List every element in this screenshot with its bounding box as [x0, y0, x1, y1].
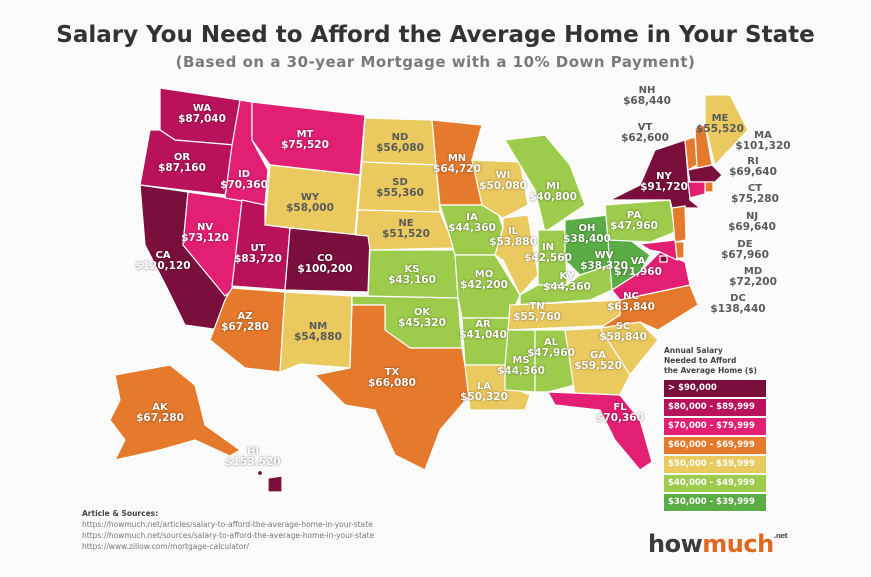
label-ut: UT $83,720 [234, 243, 282, 265]
state-ak [109, 364, 242, 461]
label-mt: MT $75,520 [281, 129, 329, 151]
label-md: MD $72,200 [729, 266, 777, 288]
state-ms [504, 329, 536, 393]
state-ma [687, 164, 723, 183]
label-nd: ND $56,080 [376, 132, 424, 154]
label-ia: IA $44,360 [448, 212, 496, 234]
state-mi [504, 134, 586, 233]
label-ri: RI $69,640 [729, 156, 777, 178]
label-in: IN $42,560 [524, 242, 572, 264]
source-link[interactable]: https://www.zillow.com/mortgage-calculat… [82, 542, 249, 551]
state-ga [564, 327, 631, 396]
label-nc: NC $63,840 [607, 291, 655, 313]
legend-title: Annual Salary Needed to Afford the Avera… [664, 346, 757, 375]
state-al [534, 329, 576, 393]
label-va: VA $71,960 [614, 256, 662, 278]
label-or: OR $87,160 [158, 152, 206, 174]
state-md [638, 239, 678, 261]
label-hi: HI $153,520 [225, 446, 281, 468]
label-nh: NH $68,440 [623, 85, 671, 107]
state-ct [687, 181, 706, 199]
label-az: AZ $67,280 [221, 311, 269, 333]
label-oh: OH $38,400 [563, 223, 611, 245]
label-wa: WA $87,040 [178, 103, 226, 125]
legend-item-80k: $80,000 - $89,999 [664, 399, 766, 416]
label-dc: DC $138,440 [710, 293, 766, 315]
label-vt: VT $62,600 [621, 122, 669, 144]
sources: Article & Sources: https://howmuch.net/a… [82, 508, 374, 552]
state-ri [704, 181, 714, 193]
label-ks: KS $43,160 [388, 264, 436, 286]
label-nj: NJ $69,640 [728, 211, 776, 233]
label-ar: AR $41,040 [459, 319, 507, 341]
howmuch-logo: howmuch.net [648, 530, 788, 558]
label-co: CO $100,200 [297, 253, 353, 275]
legend-item-30k: $30,000 - $39,999 [664, 494, 766, 511]
legend-item-70k: $70,000 - $79,999 [664, 418, 766, 435]
label-nv: NV $73,120 [181, 222, 229, 244]
state-me [704, 94, 749, 167]
legend-item-50k: $50,000 - $59,999 [664, 456, 766, 473]
state-nj [671, 205, 687, 243]
state-ny [609, 139, 702, 209]
state-il [494, 214, 539, 297]
state-hi-island [256, 469, 264, 477]
label-mo: MO $42,200 [460, 269, 508, 291]
label-wy: WY $58,000 [286, 192, 334, 214]
state-tx [313, 304, 471, 471]
map-title: Salary You Need to Afford the Average Ho… [56, 22, 815, 48]
label-ak: AK $67,280 [136, 402, 184, 424]
label-ma: MA $101,320 [735, 130, 791, 152]
label-ga: GA $59,520 [574, 350, 622, 372]
label-id: ID $70,360 [220, 169, 268, 191]
label-sd: SD $55,360 [376, 177, 424, 199]
label-fl: FL $70,360 [596, 402, 644, 424]
state-hi [267, 475, 283, 493]
label-mn: MN $64,720 [433, 153, 481, 175]
map-subtitle: (Based on a 30-year Mortgage with a 10% … [175, 53, 696, 71]
source-link[interactable]: https://howmuch.net/sources/salary-to-af… [82, 531, 375, 540]
state-nc [599, 284, 699, 331]
label-tn: TN $55,760 [513, 301, 561, 323]
label-mi: MI $40,800 [529, 181, 577, 203]
state-fl [546, 391, 653, 471]
label-wv: WV $38,320 [580, 250, 628, 272]
legend-item-60k: $60,000 - $69,999 [664, 437, 766, 454]
label-ok: OK $45,320 [398, 307, 446, 329]
label-me: ME $55,520 [696, 113, 744, 135]
legend-item-over-90k: > $90,000 [664, 380, 766, 397]
label-de: DE $67,960 [721, 239, 769, 261]
label-ny: NY $91,720 [640, 171, 688, 193]
state-wi [471, 159, 529, 219]
label-ct: CT $75,280 [731, 183, 779, 205]
state-pa [604, 199, 676, 243]
label-ms: MS $44,360 [497, 355, 545, 377]
state-dc [659, 255, 668, 263]
label-nm: NM $54,880 [294, 321, 342, 343]
label-pa: PA $47,960 [610, 210, 658, 232]
label-ne: NE $51,520 [382, 218, 430, 240]
source-link[interactable]: https://howmuch.net/articles/salary-to-a… [82, 520, 373, 529]
legend: Annual Salary Needed to Afford the Avera… [664, 346, 766, 513]
label-ca: CA $120,120 [135, 250, 191, 272]
label-sc: SC $58,840 [599, 321, 647, 343]
sources-heading: Article & Sources: [82, 509, 159, 518]
state-nm [279, 291, 353, 373]
label-wi: WI $50,080 [479, 170, 527, 192]
legend-item-40k: $40,000 - $49,999 [664, 475, 766, 492]
label-il: IL $53,880 [489, 226, 537, 248]
label-la: LA $50,320 [460, 381, 508, 403]
label-tx: TX $66,080 [368, 367, 416, 389]
label-al: AL $47,960 [527, 337, 575, 359]
label-ky: KY $44,360 [543, 271, 591, 293]
